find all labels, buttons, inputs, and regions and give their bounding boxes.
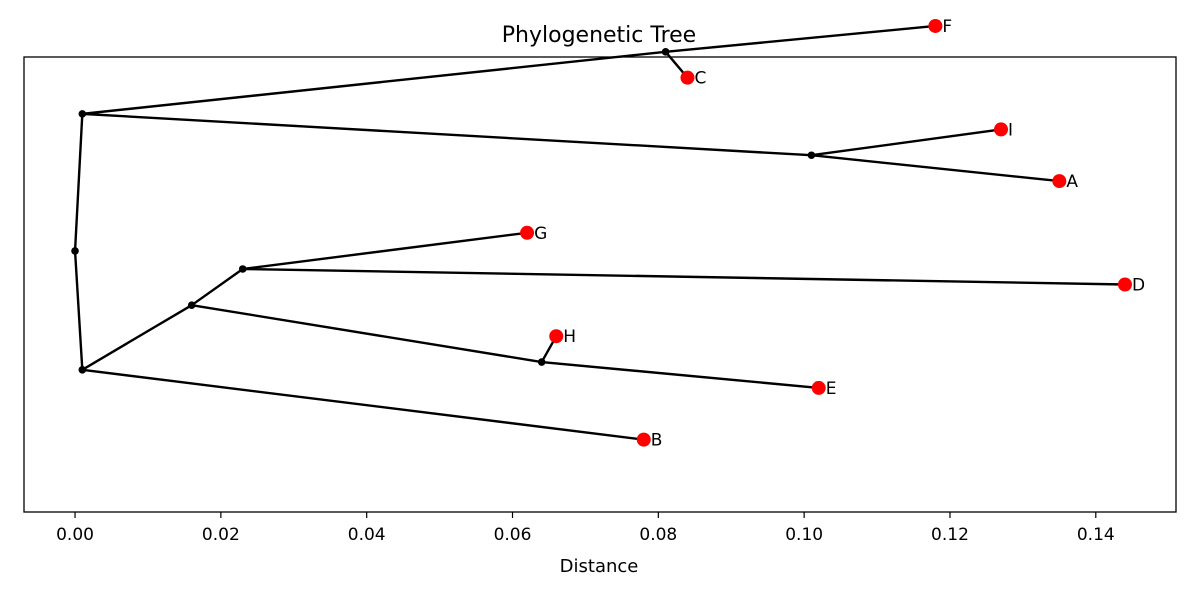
branch-n4-I [810, 128, 1003, 157]
branch-n6-D [241, 267, 1127, 286]
branch-n2-B [81, 368, 645, 441]
plot-frame [23, 56, 1177, 513]
leaf-labels-layer: F C I A G D H E B [534, 17, 1145, 451]
branch-n5-n7 [190, 303, 543, 364]
x-tick-label: 0.00 [56, 525, 94, 545]
leaf-label-D: D [1132, 276, 1145, 296]
x-tick-label: 0.06 [494, 525, 532, 545]
x-tick-label: 0.14 [1077, 525, 1115, 545]
leaf-label-G: G [534, 224, 547, 244]
leaf-label-F: F [942, 17, 952, 37]
branch-n3-F [664, 24, 937, 54]
leaf-label-I: I [1008, 120, 1013, 140]
x-axis-ticks: 0.00 0.02 0.04 0.06 0.08 0.10 0.12 0.14 [56, 512, 1115, 545]
nodes-layer [71, 18, 1132, 447]
internal-node-n3 [661, 48, 670, 56]
x-tick-label: 0.04 [348, 525, 386, 545]
internal-node-n2 [78, 366, 87, 374]
leaf-node-C [680, 70, 695, 85]
x-tick-label: 0.12 [931, 525, 969, 545]
internal-node-n4 [807, 151, 816, 160]
branch-n2-n5 [81, 303, 193, 372]
x-tick-label: 0.02 [202, 525, 240, 545]
leaf-node-B [636, 432, 651, 447]
leaf-label-E: E [826, 379, 837, 399]
leaf-node-I [994, 122, 1009, 137]
leaf-node-A [1052, 174, 1067, 189]
branch-root-n2 [73, 249, 84, 372]
x-tick-label: 0.10 [785, 525, 823, 545]
leaf-label-B: B [651, 431, 663, 451]
leaf-node-H [549, 329, 564, 344]
x-axis-label: Distance [560, 556, 639, 577]
branch-n6-G [241, 231, 529, 271]
leaf-node-G [520, 225, 535, 240]
internal-node-n5 [187, 301, 196, 309]
leaf-label-H: H [563, 327, 576, 347]
leaf-label-A: A [1066, 172, 1078, 192]
branch-root-n1 [73, 112, 84, 253]
internal-node-n1 [78, 110, 87, 118]
branches-layer [73, 24, 1127, 441]
branch-n5-n6 [190, 267, 244, 307]
internal-node-n6 [238, 265, 247, 273]
branch-n7-E [540, 360, 820, 390]
branch-n1-n4 [81, 112, 813, 157]
leaf-label-C: C [694, 69, 706, 89]
internal-node-root [71, 247, 79, 255]
leaf-node-D [1117, 277, 1132, 292]
branch-n4-A [810, 154, 1061, 183]
chart-title: Phylogenetic Tree [502, 23, 696, 48]
branch-n1-n3 [81, 50, 667, 116]
internal-node-n7 [537, 358, 546, 366]
x-tick-label: 0.08 [639, 525, 677, 545]
leaf-node-E [811, 380, 826, 395]
leaf-node-F [928, 18, 943, 33]
